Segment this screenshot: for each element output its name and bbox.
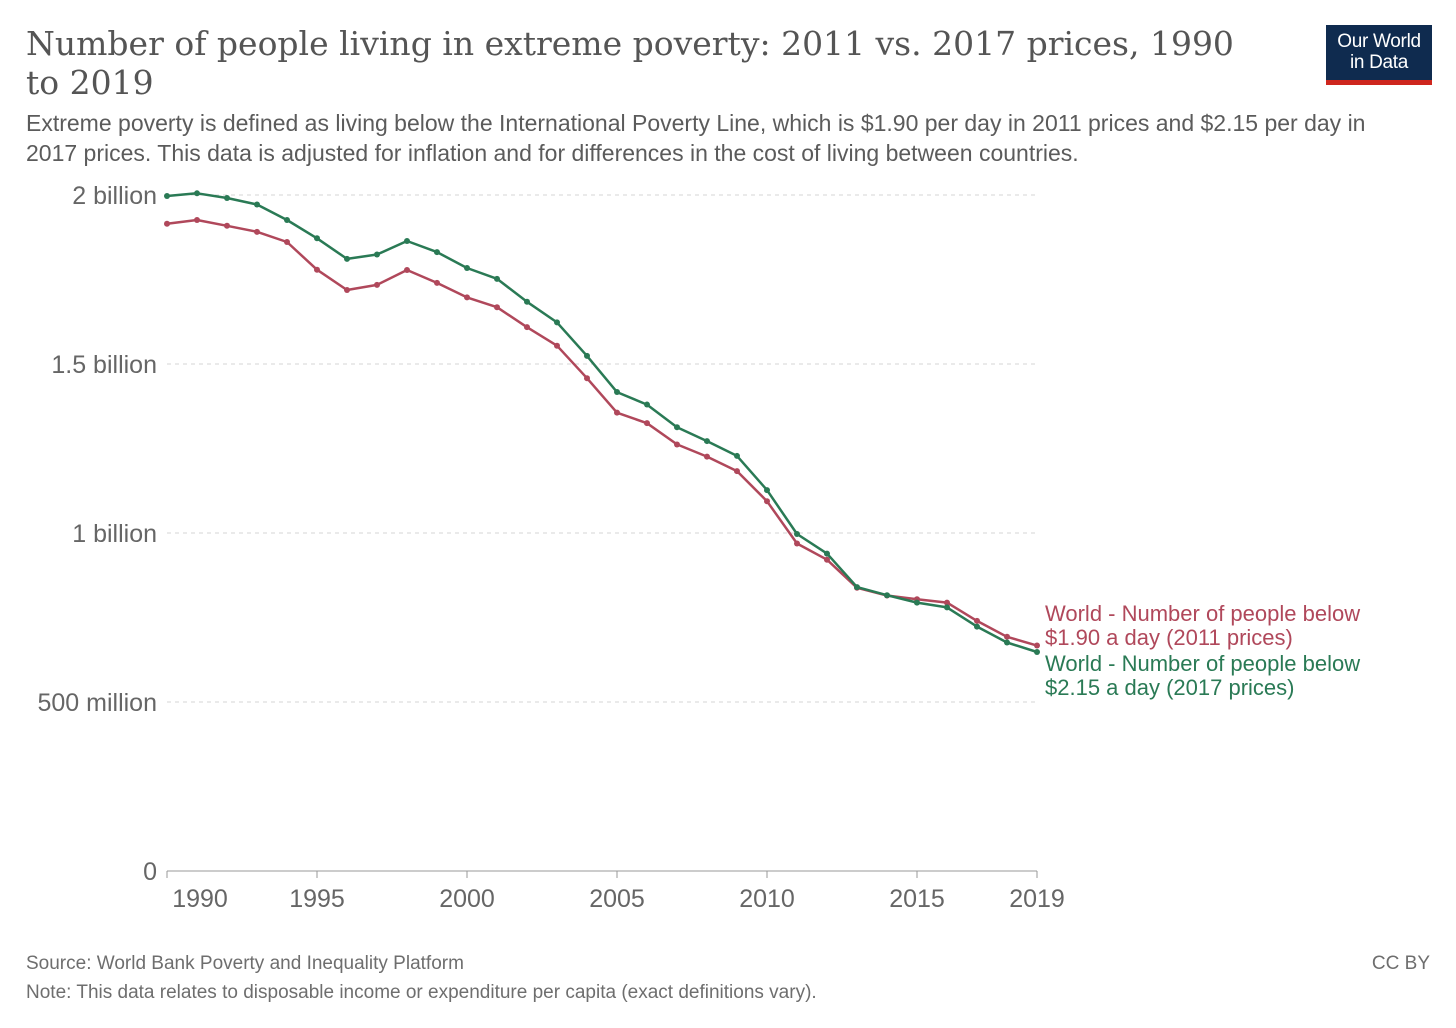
data-point xyxy=(434,279,440,286)
data-point xyxy=(254,201,260,208)
y-tick-label: 1.5 billion xyxy=(51,351,157,379)
data-point xyxy=(404,237,410,244)
series-line-1 xyxy=(166,192,1038,654)
data-point xyxy=(734,468,740,475)
logo-accent-bar xyxy=(1326,80,1432,85)
data-point xyxy=(734,452,740,459)
data-point xyxy=(884,592,890,599)
y-tick-label: 0 xyxy=(143,858,157,886)
x-tick-label: 2010 xyxy=(739,885,795,913)
x-tick-label: 1995 xyxy=(289,885,345,913)
license-label[interactable]: CC BY xyxy=(1371,953,1430,974)
data-point xyxy=(584,352,590,359)
x-tick-label: 2000 xyxy=(439,885,495,913)
data-point xyxy=(344,286,350,293)
data-point xyxy=(194,190,200,197)
data-point xyxy=(854,584,860,591)
data-point xyxy=(824,556,830,563)
data-point xyxy=(674,441,680,448)
data-point xyxy=(254,228,260,235)
series-label-2011: World - Number of people below $1.90 a da… xyxy=(1045,601,1360,650)
data-point xyxy=(494,275,500,282)
data-point xyxy=(644,401,650,408)
data-point xyxy=(644,420,650,427)
chart-subtitle: Extreme poverty is defined as living bel… xyxy=(26,110,1366,166)
data-point xyxy=(224,222,230,229)
x-tick-label: 2019 xyxy=(1009,885,1065,913)
data-point xyxy=(974,617,980,624)
data-point xyxy=(224,195,230,202)
data-point xyxy=(1034,648,1040,655)
series-line-0 xyxy=(166,218,1038,647)
data-point xyxy=(914,599,920,606)
chart-title: Number of people living in extreme pover… xyxy=(26,24,1234,102)
y-tick-label: 1 billion xyxy=(72,520,157,548)
data-point xyxy=(164,220,170,227)
data-point xyxy=(1034,642,1040,649)
data-point xyxy=(614,389,620,396)
data-point xyxy=(374,281,380,288)
data-point xyxy=(344,255,350,262)
data-point xyxy=(1004,639,1010,646)
data-point xyxy=(404,267,410,274)
data-point xyxy=(704,438,710,445)
x-tick-label: 2015 xyxy=(889,885,945,913)
data-point xyxy=(524,298,530,305)
data-point xyxy=(584,375,590,382)
data-point xyxy=(314,266,320,273)
data-point xyxy=(764,487,770,494)
logo-line-1: Our World xyxy=(1337,31,1421,52)
source-note: Source: World Bank Poverty and Inequalit… xyxy=(26,953,464,974)
data-point xyxy=(554,319,560,326)
data-point xyxy=(704,453,710,460)
series-label-2017: World - Number of people below $2.15 a da… xyxy=(1045,651,1360,700)
owid-logo[interactable]: Our World in Data xyxy=(1326,25,1432,85)
data-point xyxy=(1004,633,1010,640)
data-point xyxy=(554,342,560,349)
x-tick-label: 2005 xyxy=(589,885,645,913)
data-point xyxy=(974,623,980,630)
data-point xyxy=(164,193,170,200)
y-tick-label: 2 billion xyxy=(72,182,157,210)
data-point xyxy=(464,294,470,301)
x-tick-label: 1990 xyxy=(172,885,228,913)
data-note: Note: This data relates to disposable in… xyxy=(26,982,817,1003)
data-point xyxy=(614,409,620,416)
data-point xyxy=(764,498,770,505)
data-point xyxy=(674,424,680,431)
data-point xyxy=(494,304,500,311)
data-point xyxy=(374,251,380,258)
logo-line-2: in Data xyxy=(1349,52,1409,73)
data-point xyxy=(824,550,830,557)
data-point xyxy=(284,238,290,245)
data-point xyxy=(944,604,950,611)
data-point xyxy=(464,265,470,272)
data-point xyxy=(434,249,440,256)
data-point xyxy=(794,540,800,547)
y-tick-label: 500 million xyxy=(37,689,157,717)
data-point xyxy=(194,217,200,224)
data-point xyxy=(944,599,950,606)
data-point xyxy=(284,217,290,224)
data-point xyxy=(314,235,320,242)
data-point xyxy=(524,324,530,331)
data-point xyxy=(794,531,800,538)
